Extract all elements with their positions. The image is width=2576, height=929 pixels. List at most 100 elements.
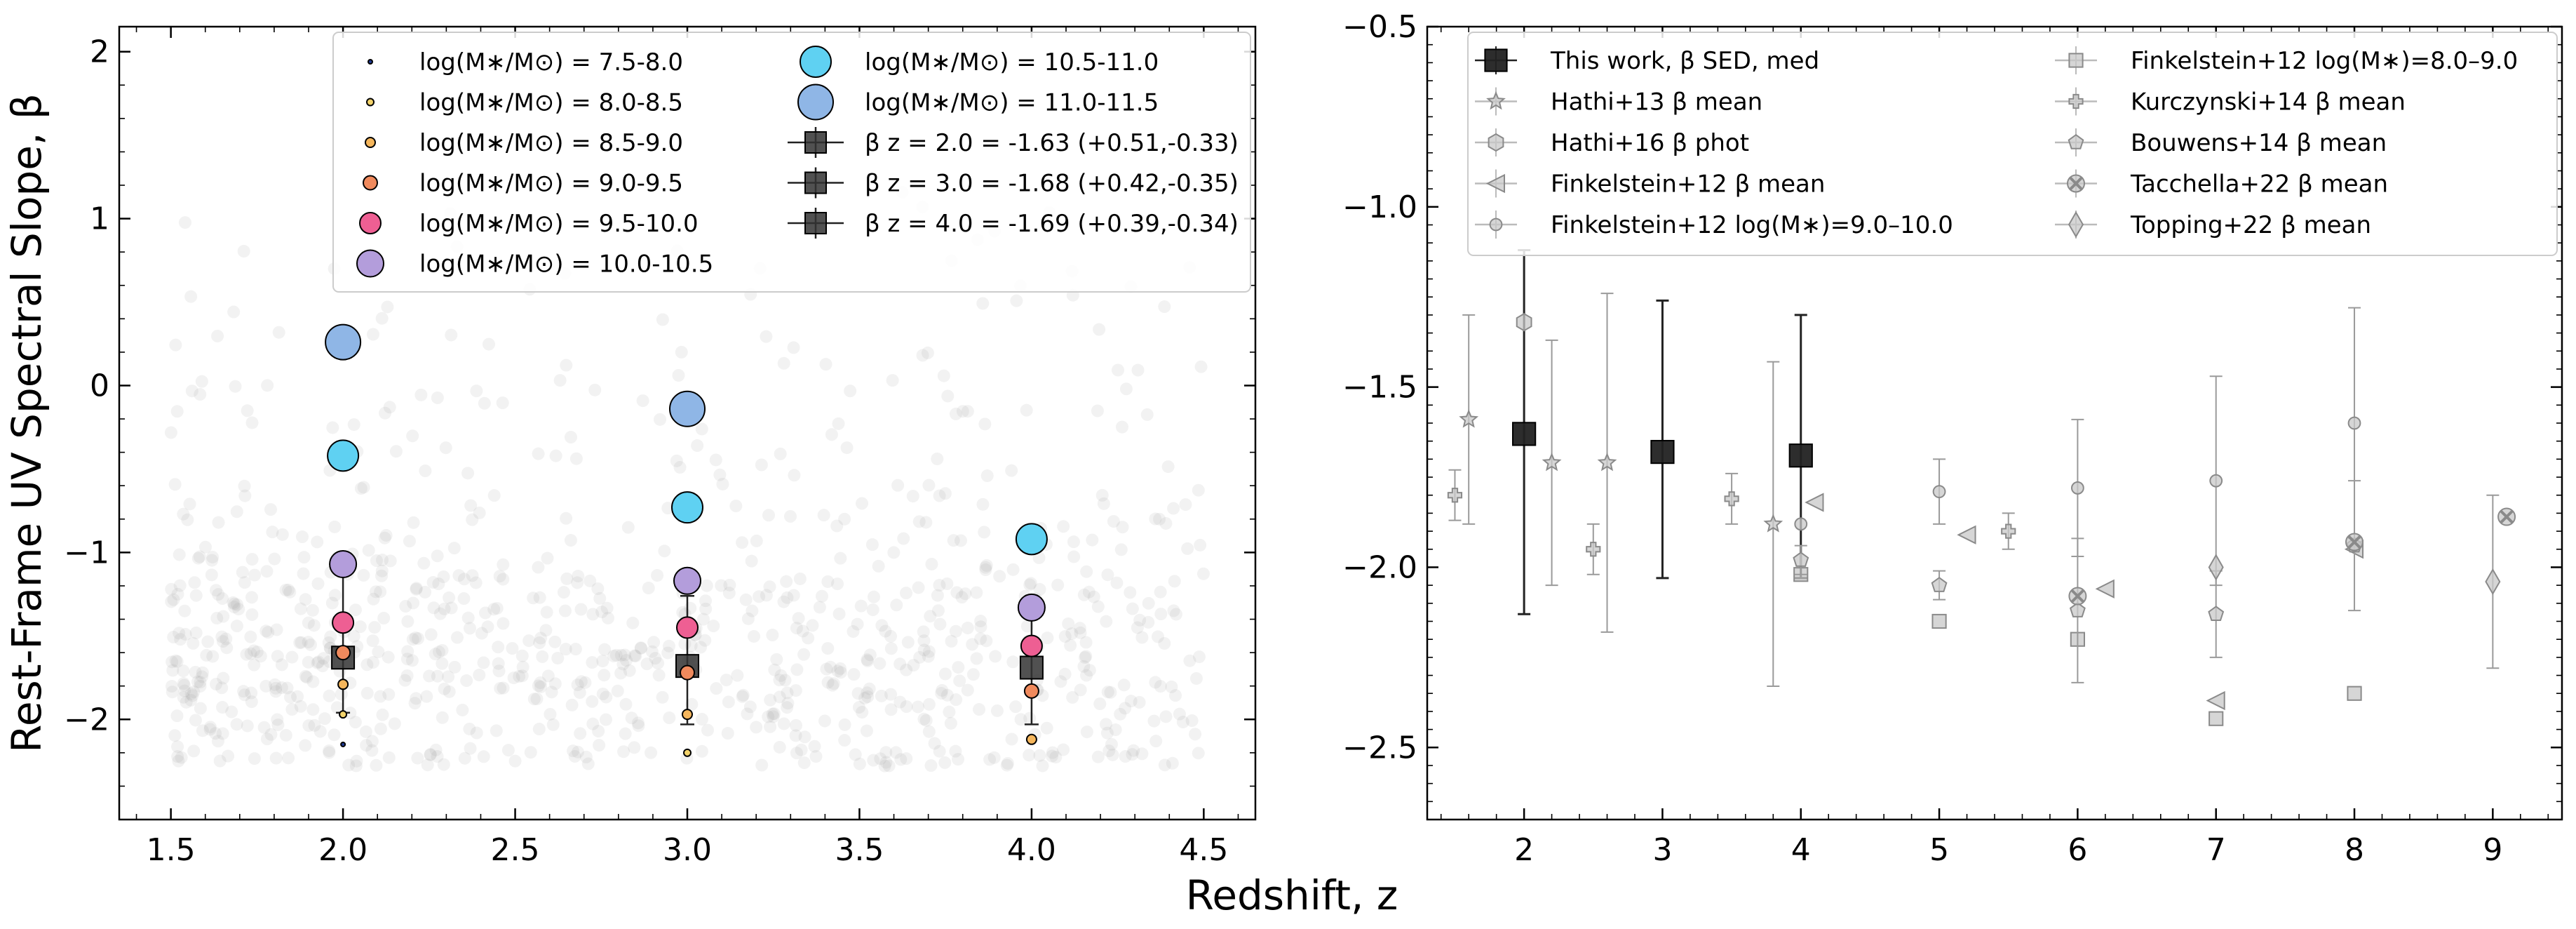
background-galaxy-point [1023,578,1037,592]
background-galaxy-point [481,620,494,634]
background-galaxy-point [419,464,432,478]
background-galaxy-point [311,535,324,549]
background-galaxy-point [302,655,315,669]
background-galaxy-point [170,709,184,723]
background-galaxy-point [793,572,807,585]
legend-swatch [804,131,827,154]
background-galaxy-point [211,329,224,342]
background-galaxy-point [1100,718,1113,731]
background-galaxy-point [979,561,992,574]
background-galaxy-point [974,632,987,646]
background-galaxy-point [210,611,224,624]
background-galaxy-point [924,610,937,623]
background-galaxy-point [1159,516,1173,530]
background-galaxy-point [696,613,710,626]
series-point [1459,409,1479,428]
background-galaxy-point [867,590,880,603]
background-galaxy-point [821,642,835,655]
legend-swatch [1485,173,1505,194]
background-galaxy-point [1097,497,1110,510]
background-galaxy-point [851,687,865,700]
background-galaxy-point [335,688,348,701]
background-galaxy-point [564,534,577,547]
background-galaxy-point [809,750,823,763]
background-galaxy-point [598,669,611,682]
background-galaxy-point [949,407,962,420]
background-galaxy-point [269,685,283,698]
background-galaxy-point [1119,702,1132,715]
background-galaxy-point [171,740,184,754]
background-galaxy-point [1077,660,1091,673]
legend-label: Finkelstein+12 log(M∗)=8.0–9.0 [2131,47,2518,75]
series-point [1931,577,1948,592]
background-galaxy-point [710,682,723,695]
background-galaxy-point [979,563,992,577]
background-galaxy-point [424,748,437,761]
background-galaxy-point [1124,586,1137,599]
background-galaxy-point [507,671,520,685]
background-galaxy-point [1095,488,1109,502]
background-galaxy-point [257,721,271,734]
background-galaxy-point [271,719,285,732]
background-galaxy-point [581,757,595,770]
background-galaxy-point [195,375,208,388]
background-galaxy-point [1093,323,1106,336]
legend-label: Finkelstein+12 β mean [1551,171,1825,199]
background-galaxy-point [777,595,790,608]
background-galaxy-point [438,602,451,615]
background-galaxy-point [209,727,222,740]
background-galaxy-point [269,678,282,691]
background-galaxy-point [736,536,749,549]
background-galaxy-point [506,642,519,655]
background-galaxy-point [1033,749,1046,762]
background-galaxy-point [893,657,907,671]
background-galaxy-point [900,663,913,676]
background-galaxy-point [300,671,313,684]
background-galaxy-point [304,638,317,651]
background-galaxy-point [852,701,865,714]
background-galaxy-point [452,569,466,582]
background-galaxy-point [388,717,401,730]
background-galaxy-point [933,617,947,631]
background-galaxy-point [194,388,207,401]
background-galaxy-point [858,691,872,704]
background-galaxy-point [792,612,805,625]
background-galaxy-point [266,526,279,539]
background-galaxy-point [173,627,186,640]
background-galaxy-point [832,607,846,620]
background-galaxy-point [297,567,310,580]
background-galaxy-point [349,759,363,773]
background-galaxy-point [272,326,285,339]
y-tick-label: −1 [64,535,109,570]
left-legend: log(M∗/M⊙) = 7.5-8.0 log(M∗/M⊙) = 8.0-8.5… [332,32,1251,293]
background-galaxy-point [709,453,722,467]
background-galaxy-point [408,697,422,710]
background-galaxy-point [237,685,250,698]
background-galaxy-point [291,690,304,703]
background-galaxy-point [1151,630,1164,643]
background-galaxy-point [938,667,952,681]
background-galaxy-point [1192,650,1206,664]
background-galaxy-point [1161,460,1175,474]
series-point [1597,452,1617,472]
background-galaxy-point [882,759,896,773]
background-galaxy-point [189,589,203,602]
background-galaxy-point [745,554,758,568]
background-galaxy-point [789,684,802,697]
background-galaxy-point [598,643,612,656]
background-galaxy-point [1158,636,1171,650]
background-galaxy-point [774,669,788,682]
background-galaxy-point [900,700,913,714]
background-galaxy-point [366,328,379,341]
series-point [2209,711,2224,726]
background-galaxy-point [675,345,688,359]
background-galaxy-point [750,534,763,547]
background-galaxy-point [429,743,443,756]
series-point [2345,533,2364,552]
background-galaxy-point [913,650,926,664]
background-galaxy-point [501,744,515,757]
background-galaxy-point [722,587,736,600]
background-galaxy-point [245,686,258,700]
background-galaxy-point [431,750,444,763]
background-galaxy-point [433,607,447,620]
